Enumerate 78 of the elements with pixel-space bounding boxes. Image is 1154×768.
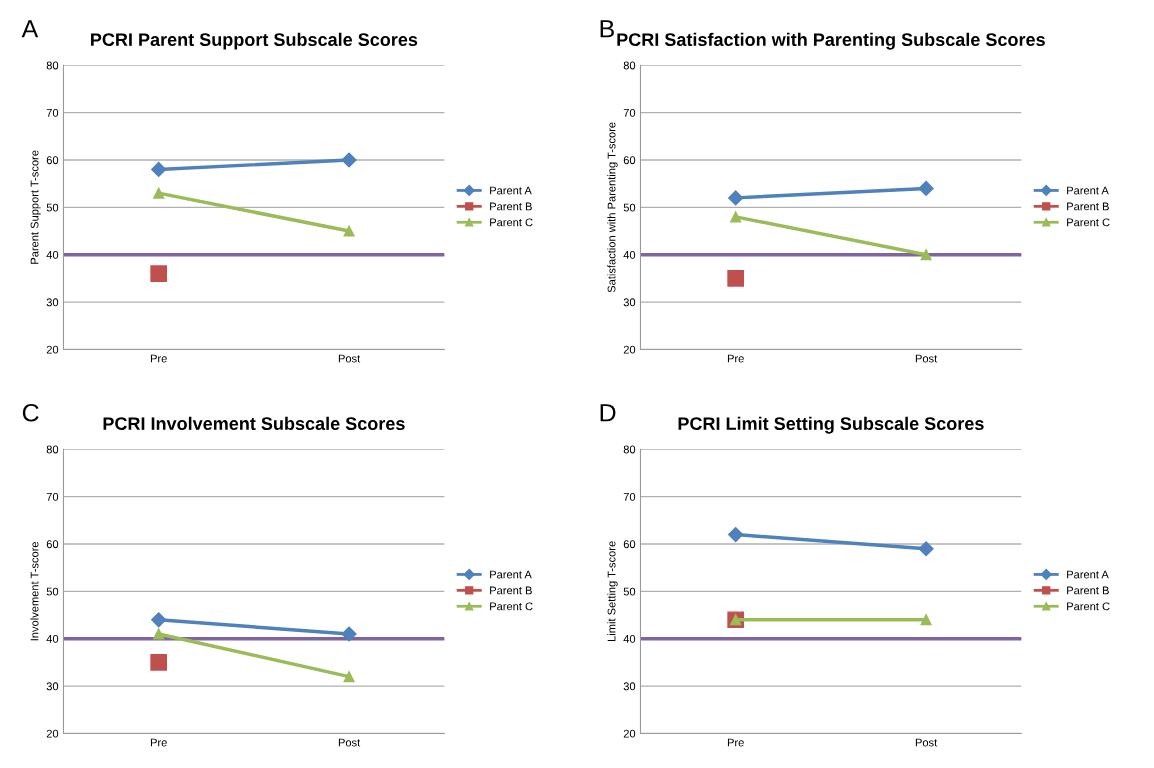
point bbox=[918, 180, 934, 196]
y-tick-label: 50 bbox=[623, 587, 636, 596]
y-tick-label: 20 bbox=[46, 729, 59, 738]
y-tick-label: 60 bbox=[623, 156, 636, 165]
text: C bbox=[22, 403, 39, 422]
y-tick-label: 30 bbox=[46, 682, 59, 691]
legend-label: Parent A bbox=[1067, 186, 1109, 195]
point bbox=[341, 626, 357, 642]
point bbox=[150, 265, 168, 282]
y-tick-label: 40 bbox=[623, 250, 636, 259]
y-tick-label: 50 bbox=[46, 203, 59, 212]
legend-label: Parent A bbox=[490, 186, 532, 195]
y-tick-label: 70 bbox=[623, 492, 636, 501]
text: A bbox=[21, 20, 39, 38]
point bbox=[153, 187, 165, 199]
y-tick-label: 30 bbox=[623, 298, 636, 307]
text: B bbox=[600, 20, 614, 38]
y-tick-label: 50 bbox=[46, 587, 59, 596]
point bbox=[151, 161, 167, 178]
point bbox=[918, 541, 934, 557]
y-tick-label: 80 bbox=[623, 61, 636, 70]
y-axis-title: Satisfaction with Parenting T-score bbox=[607, 122, 618, 293]
y-tick-label: 40 bbox=[623, 634, 636, 643]
y-tick-label: 70 bbox=[623, 108, 636, 117]
y-tick-label: 80 bbox=[46, 445, 59, 454]
point bbox=[150, 654, 168, 671]
y-tick-label: 70 bbox=[46, 108, 59, 117]
y-tick-label: 50 bbox=[623, 203, 636, 212]
y-tick-label: 20 bbox=[623, 729, 636, 738]
point bbox=[730, 211, 742, 223]
x-tick-label: Post bbox=[915, 738, 938, 747]
legend-label: Parent A bbox=[1067, 570, 1109, 579]
chart-title: PCRI Parent Support Subscale Scores bbox=[91, 32, 418, 50]
x-tick-label: Pre bbox=[727, 354, 744, 363]
y-tick-label: 80 bbox=[623, 445, 636, 454]
legend-label: Parent C bbox=[490, 602, 533, 611]
legend-label: Parent C bbox=[1067, 218, 1110, 227]
y-tick-label: 40 bbox=[46, 250, 59, 259]
y-tick-label: 60 bbox=[46, 156, 59, 165]
y-axis-title: Parent Support T-score bbox=[30, 150, 41, 264]
legend-label: Parent A bbox=[490, 570, 532, 579]
legend-label: Parent C bbox=[1067, 602, 1110, 611]
point bbox=[343, 225, 355, 237]
point bbox=[153, 628, 165, 640]
y-tick-label: 70 bbox=[46, 492, 59, 501]
y-axis-title: Limit Setting T-score bbox=[607, 541, 618, 641]
point bbox=[343, 671, 355, 683]
point bbox=[728, 190, 744, 206]
text: D bbox=[600, 404, 616, 422]
legend-label: Parent B bbox=[490, 586, 532, 595]
y-tick-label: 40 bbox=[46, 634, 59, 643]
legend-label: Parent B bbox=[1067, 586, 1109, 595]
x-tick-label: Post bbox=[915, 354, 938, 363]
chart-title: PCRI Involvement Subscale Scores bbox=[103, 416, 405, 431]
legend-label: Parent B bbox=[1067, 202, 1109, 211]
y-tick-label: 30 bbox=[623, 682, 636, 691]
y-tick-label: 60 bbox=[623, 540, 636, 549]
chart-title: PCRI Limit Setting Subscale Scores bbox=[678, 416, 984, 434]
point bbox=[920, 614, 932, 626]
y-tick-label: 20 bbox=[623, 345, 636, 354]
x-tick-label: Post bbox=[338, 738, 361, 747]
point bbox=[151, 612, 167, 628]
point bbox=[341, 152, 357, 168]
legend-label: Parent B bbox=[490, 202, 532, 211]
y-tick-label: 30 bbox=[46, 298, 59, 307]
x-tick-label: Pre bbox=[150, 354, 167, 363]
x-tick-label: Pre bbox=[150, 738, 167, 747]
point bbox=[727, 270, 745, 287]
point bbox=[728, 526, 744, 543]
legend-label: Parent C bbox=[490, 218, 533, 227]
chart-title: PCRI Satisfaction with Parenting Subscale Scores bbox=[617, 32, 1045, 50]
y-tick-label: 60 bbox=[46, 540, 59, 549]
x-tick-label: Pre bbox=[727, 738, 744, 747]
y-tick-label: 80 bbox=[46, 61, 59, 70]
y-tick-label: 20 bbox=[46, 345, 59, 354]
point bbox=[920, 249, 932, 261]
x-tick-label: Post bbox=[338, 354, 361, 363]
y-axis-title: Involvement T-score bbox=[30, 541, 39, 641]
